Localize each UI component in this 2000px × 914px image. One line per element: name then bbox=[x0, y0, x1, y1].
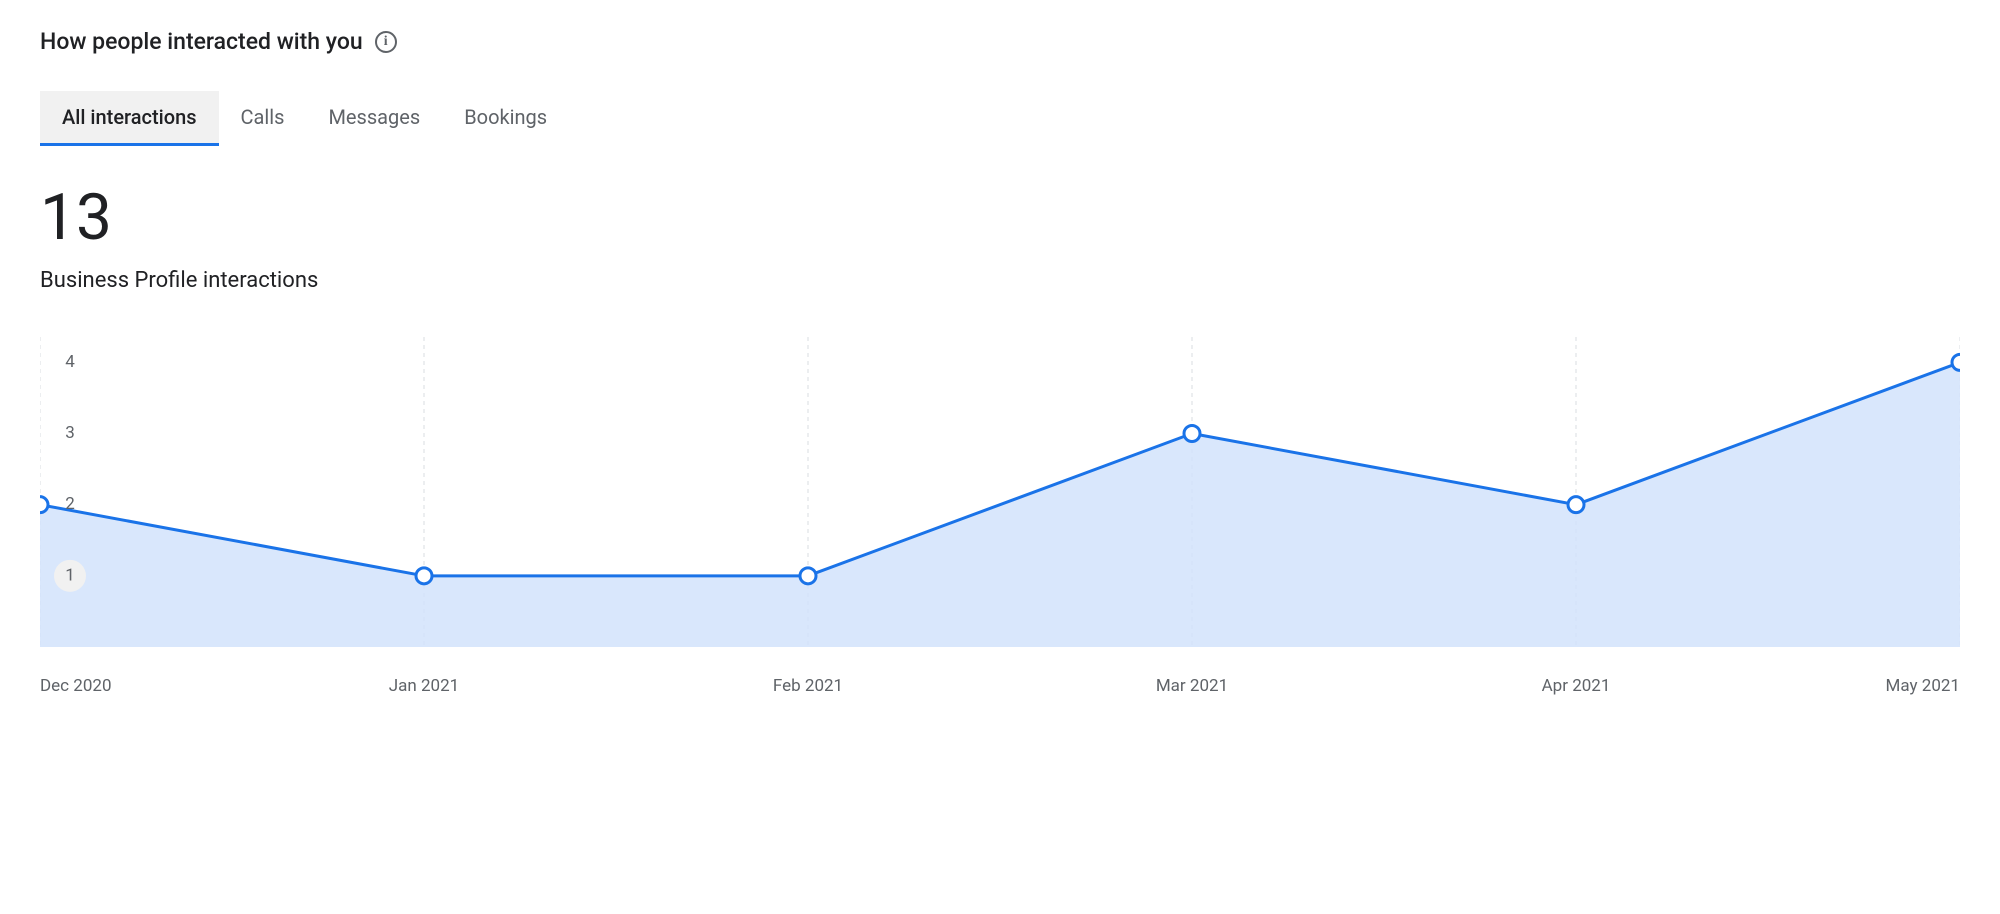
metric-label: Business Profile interactions bbox=[40, 268, 1960, 293]
y-tick-label: 4 bbox=[65, 352, 75, 372]
x-tick-label: Mar 2021 bbox=[1156, 676, 1228, 696]
chart-svg: 1 2 3 4 Dec 2020 Jan 2021 Feb 2021 Mar 2021 Apr … bbox=[40, 337, 1960, 705]
x-tick-label: May 2021 bbox=[1886, 676, 1960, 696]
data-point[interactable] bbox=[416, 568, 432, 584]
data-point[interactable] bbox=[1568, 497, 1584, 513]
x-tick-label: Jan 2021 bbox=[389, 676, 459, 696]
interactions-chart: 1 2 3 4 Dec 2020 Jan 2021 Feb 2021 Mar 2021 Apr … bbox=[40, 337, 1960, 705]
metric-value: 13 bbox=[40, 186, 1960, 250]
x-tick-label: Dec 2020 bbox=[40, 676, 112, 696]
tab-calls[interactable]: Calls bbox=[219, 91, 307, 146]
x-tick-label: Feb 2021 bbox=[773, 676, 843, 696]
y-tick-label: 1 bbox=[65, 565, 75, 585]
y-tick-label: 2 bbox=[65, 494, 75, 514]
info-icon[interactable]: i bbox=[375, 31, 397, 53]
tab-bookings[interactable]: Bookings bbox=[442, 91, 569, 146]
tabs-bar: All interactionsCallsMessagesBookings bbox=[40, 91, 1960, 146]
data-point[interactable] bbox=[40, 497, 48, 513]
y-tick-label: 3 bbox=[65, 423, 75, 443]
data-point[interactable] bbox=[1952, 354, 1960, 370]
page-title: How people interacted with you bbox=[40, 28, 363, 55]
tab-all-interactions[interactable]: All interactions bbox=[40, 91, 219, 146]
header: How people interacted with you i bbox=[40, 28, 1960, 55]
x-tick-label: Apr 2021 bbox=[1542, 676, 1611, 696]
data-point[interactable] bbox=[1184, 426, 1200, 442]
data-point[interactable] bbox=[800, 568, 816, 584]
tab-messages[interactable]: Messages bbox=[306, 91, 442, 146]
